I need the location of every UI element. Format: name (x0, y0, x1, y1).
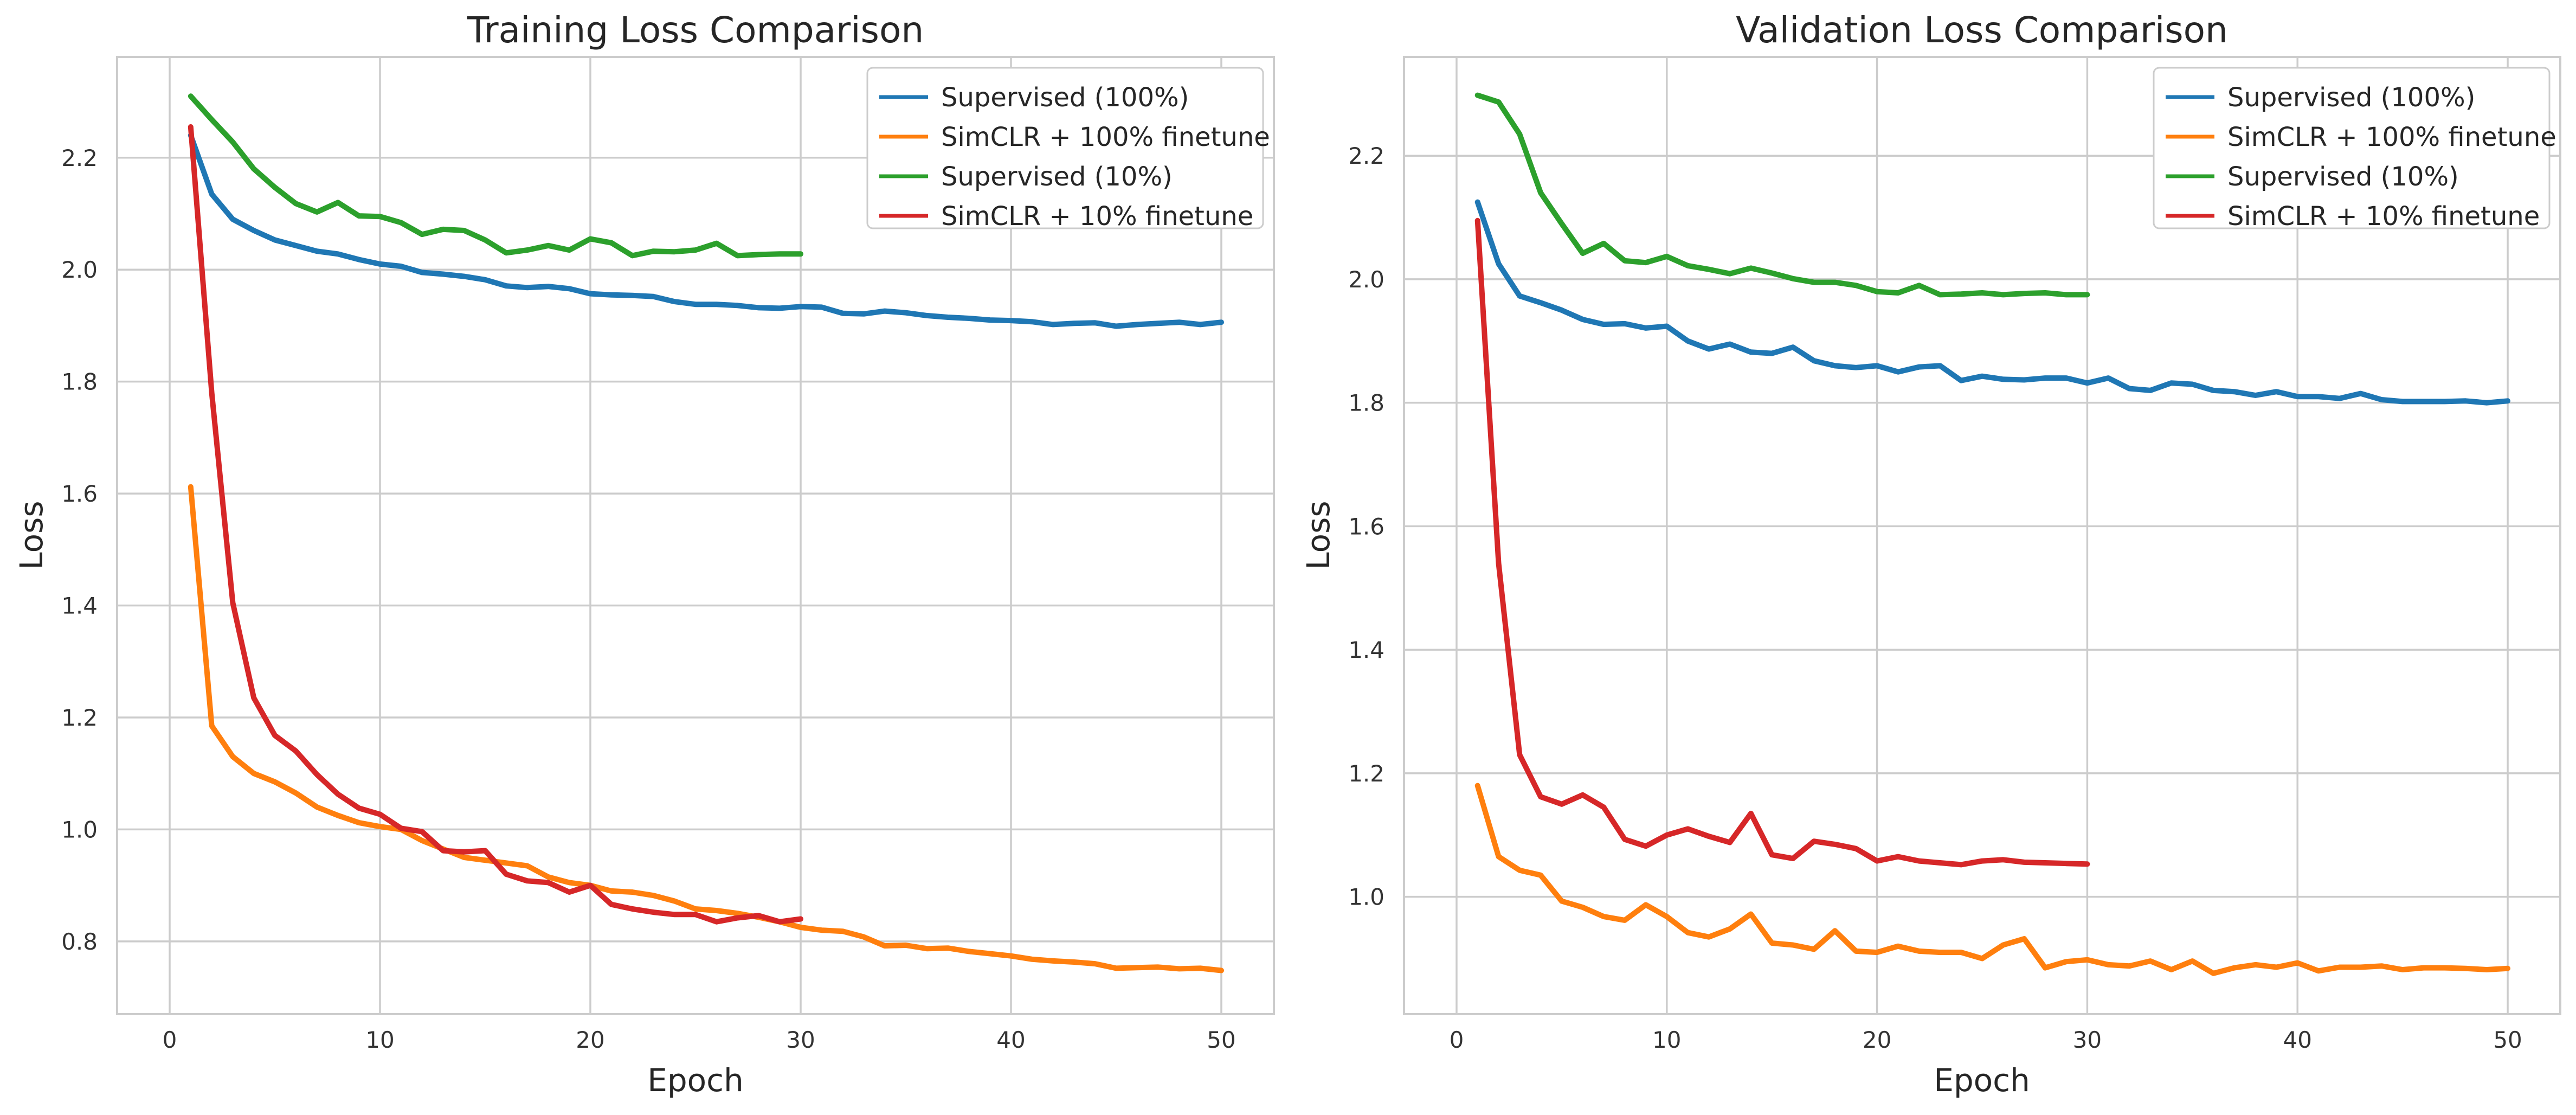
y-tick-label: 1.4 (1348, 637, 1384, 663)
y-tick-label: 1.0 (61, 816, 98, 843)
series-line-1 (1474, 783, 2510, 976)
legend-label: SimCLR + 10% finetune (941, 201, 1253, 232)
training-loss-chart: 0 10 20 30 40 50 0.8 1.0 1.2 1.4 1.6 1.8 2.0 2.2 Trai… (13, 9, 1275, 1099)
series-line-2 (1474, 92, 2090, 298)
chart-title: Training Loss Comparison (467, 9, 924, 51)
validation-loss-chart: 0 10 20 30 40 50 1.0 1.2 1.4 1.6 1.8 2.0 2.2 Validat… (1300, 9, 2561, 1099)
y-tick-label: 1.2 (1348, 760, 1384, 787)
series-line-3 (1474, 217, 2090, 868)
legend-label: SimCLR + 100% finetune (2227, 122, 2556, 152)
y-tick-label: 1.8 (1348, 390, 1384, 416)
y-tick-label: 1.8 (61, 369, 98, 395)
x-tick-label: 20 (1863, 1027, 1891, 1053)
x-tick-label: 40 (996, 1027, 1025, 1053)
legend-frame (866, 67, 1264, 229)
y-tick-label: 2.2 (61, 145, 98, 171)
series-line-0 (188, 132, 1224, 329)
x-axis-label: Epoch (1934, 1062, 2030, 1099)
series-line-1 (188, 484, 1224, 973)
x-tick-label: 50 (1207, 1027, 1235, 1053)
legend-label: Supervised (100%) (941, 82, 1189, 113)
y-tick-label: 1.2 (61, 704, 98, 731)
y-axis-label: Loss (1300, 501, 1337, 569)
x-tick-label: 10 (365, 1027, 394, 1053)
series-line-3 (188, 124, 803, 925)
y-tick-label: 2.2 (1348, 143, 1384, 169)
series-line-2 (188, 93, 803, 259)
y-tick-label: 1.0 (1348, 884, 1384, 911)
legend-label: Supervised (10%) (941, 162, 1173, 192)
y-tick-label: 2.0 (1348, 266, 1384, 293)
legend-label: SimCLR + 10% finetune (2227, 201, 2540, 232)
series-lines (188, 93, 1224, 973)
y-tick-label: 2.0 (61, 257, 98, 283)
x-tick-label: 10 (1652, 1027, 1681, 1053)
x-tick-label: 40 (2283, 1027, 2312, 1053)
legend-label: Supervised (10%) (2227, 162, 2459, 192)
legend-label: Supervised (100%) (2227, 82, 2475, 113)
legend-frame (2153, 67, 2551, 229)
x-tick-label: 30 (786, 1027, 815, 1053)
legend: Supervised (100%) SimCLR + 100% finetune S… (2153, 67, 2556, 232)
y-axis-label: Loss (13, 501, 50, 569)
y-tick-label: 1.6 (61, 480, 98, 507)
y-tick-label: 1.6 (1348, 513, 1384, 540)
x-tick-label: 50 (2493, 1027, 2522, 1053)
x-tick-label: 30 (2073, 1027, 2102, 1053)
chart-title: Validation Loss Comparison (1736, 9, 2228, 51)
y-tick-label: 1.4 (61, 593, 98, 619)
series-lines (1474, 92, 2510, 976)
x-tick-label: 0 (1450, 1027, 1464, 1053)
legend-label: SimCLR + 100% finetune (941, 122, 1270, 152)
x-tick-label: 20 (576, 1027, 604, 1053)
x-tick-label: 0 (163, 1027, 177, 1053)
legend: Supervised (100%) SimCLR + 100% finetune S… (866, 67, 1270, 232)
x-axis-label: Epoch (647, 1062, 744, 1099)
series-line-0 (1474, 199, 2510, 406)
y-tick-label: 0.8 (61, 928, 98, 955)
